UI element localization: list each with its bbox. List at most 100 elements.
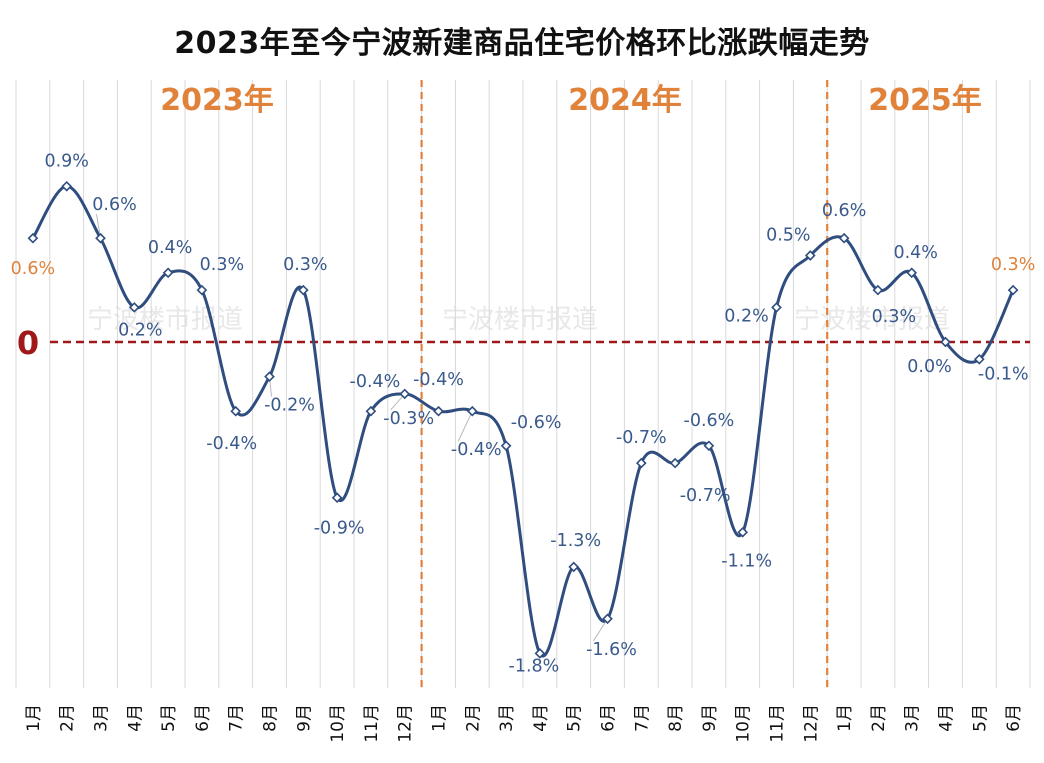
data-point bbox=[95, 232, 106, 244]
data-label: -1.6% bbox=[586, 640, 637, 660]
data-point bbox=[703, 440, 715, 452]
data-label: 0.6% bbox=[822, 201, 866, 221]
x-tick-label: 1月 bbox=[24, 704, 44, 732]
label-leader bbox=[457, 410, 473, 442]
data-label: 0.2% bbox=[724, 306, 768, 326]
x-tick-label: 3月 bbox=[497, 704, 517, 732]
data-label: -0.4% bbox=[413, 370, 464, 390]
data-label: -1.1% bbox=[721, 551, 772, 571]
data-point bbox=[230, 405, 242, 417]
data-point bbox=[838, 232, 850, 244]
data-label: -1.8% bbox=[509, 656, 560, 676]
data-label: -0.1% bbox=[978, 364, 1029, 384]
data-label: 0.5% bbox=[766, 226, 810, 246]
x-tick-label: 10月 bbox=[734, 704, 754, 743]
data-label: 0.4% bbox=[893, 243, 937, 263]
x-tick-label: 4月 bbox=[125, 704, 145, 732]
chart-title: 2023年至今宁波新建商品住宅价格环比涨跌幅走势 bbox=[174, 26, 870, 61]
data-point bbox=[27, 232, 39, 244]
data-point bbox=[804, 250, 816, 261]
data-point bbox=[500, 440, 512, 452]
x-tick-label: 1月 bbox=[835, 704, 855, 732]
data-point bbox=[973, 353, 985, 365]
data-label: -1.3% bbox=[550, 531, 601, 551]
data-point bbox=[534, 648, 546, 659]
data-label: -0.4% bbox=[350, 372, 401, 392]
x-tick-label: 2月 bbox=[869, 704, 889, 732]
year-label: 2023年 bbox=[160, 83, 274, 118]
data-label: -0.6% bbox=[684, 411, 735, 431]
x-tick-label: 2月 bbox=[58, 704, 78, 732]
x-tick-label: 11月 bbox=[362, 704, 382, 743]
x-tick-label: 10月 bbox=[328, 704, 348, 743]
data-label: -0.4% bbox=[206, 434, 257, 454]
data-label: 0.6% bbox=[11, 259, 55, 279]
year-label: 2024年 bbox=[568, 83, 682, 118]
data-point bbox=[128, 302, 140, 313]
data-label: 0.4% bbox=[148, 238, 192, 258]
data-point bbox=[399, 388, 411, 400]
series-line bbox=[31, 184, 1015, 658]
x-tick-label: 9月 bbox=[294, 704, 314, 732]
data-label: -0.7% bbox=[680, 486, 731, 506]
data-label: 0.2% bbox=[118, 320, 162, 340]
x-tick-label: 3月 bbox=[92, 704, 112, 732]
data-point bbox=[635, 457, 647, 469]
x-tick-label: 3月 bbox=[903, 704, 923, 732]
data-point bbox=[602, 613, 613, 625]
data-point bbox=[940, 336, 951, 348]
x-tick-label: 7月 bbox=[227, 704, 247, 732]
data-label: -0.2% bbox=[264, 396, 315, 416]
year-label: 2025年 bbox=[868, 83, 982, 118]
x-tick-label: 7月 bbox=[632, 704, 652, 732]
watermark-text: 宁波楼市报道 bbox=[442, 305, 598, 335]
data-point bbox=[737, 526, 749, 538]
data-label: 0.9% bbox=[44, 151, 88, 171]
data-label: -0.6% bbox=[511, 413, 562, 433]
x-tick-label: 4月 bbox=[531, 704, 551, 732]
data-label: 0.3% bbox=[872, 307, 916, 327]
x-tick-label: 5月 bbox=[565, 704, 585, 732]
x-tick-label: 6月 bbox=[1004, 704, 1024, 732]
data-point bbox=[433, 405, 444, 417]
data-point bbox=[466, 405, 478, 417]
data-point bbox=[162, 267, 174, 279]
data-point bbox=[906, 267, 918, 279]
watermark-text: 宁波楼市报道 bbox=[87, 305, 243, 335]
data-point bbox=[872, 284, 884, 296]
x-tick-label: 12月 bbox=[396, 704, 416, 743]
data-label: -0.3% bbox=[383, 409, 434, 429]
data-point bbox=[669, 457, 681, 469]
x-tick-label: 12月 bbox=[801, 704, 821, 743]
x-tick-label: 9月 bbox=[700, 704, 720, 732]
data-point bbox=[196, 284, 208, 296]
x-tick-label: 1月 bbox=[430, 704, 450, 732]
data-label: 0.6% bbox=[92, 195, 136, 215]
data-point bbox=[297, 284, 309, 296]
x-tick-label: 6月 bbox=[599, 704, 619, 732]
data-point bbox=[331, 492, 343, 504]
data-label: 0.3% bbox=[991, 255, 1035, 275]
label-leader bbox=[593, 618, 608, 642]
x-tick-label: 8月 bbox=[261, 704, 281, 732]
data-point bbox=[264, 371, 275, 382]
data-label: -0.9% bbox=[314, 519, 365, 539]
x-tick-label: 6月 bbox=[193, 704, 213, 732]
x-tick-label: 11月 bbox=[768, 704, 788, 743]
x-tick-label: 8月 bbox=[666, 704, 686, 732]
x-tick-label: 5月 bbox=[159, 704, 179, 732]
data-point bbox=[61, 180, 73, 192]
x-tick-label: 5月 bbox=[970, 704, 990, 732]
data-label: 0.3% bbox=[283, 255, 327, 275]
data-point bbox=[365, 405, 377, 417]
zero-label: 0 bbox=[17, 324, 39, 362]
data-point bbox=[771, 302, 782, 313]
watermark-text: 宁波楼市报道 bbox=[794, 305, 950, 335]
x-tick-label: 4月 bbox=[937, 704, 957, 732]
data-label: -0.7% bbox=[616, 428, 667, 448]
data-label: 0.0% bbox=[907, 357, 951, 377]
data-label: -0.4% bbox=[451, 440, 502, 460]
x-tick-label: 2月 bbox=[463, 704, 483, 732]
